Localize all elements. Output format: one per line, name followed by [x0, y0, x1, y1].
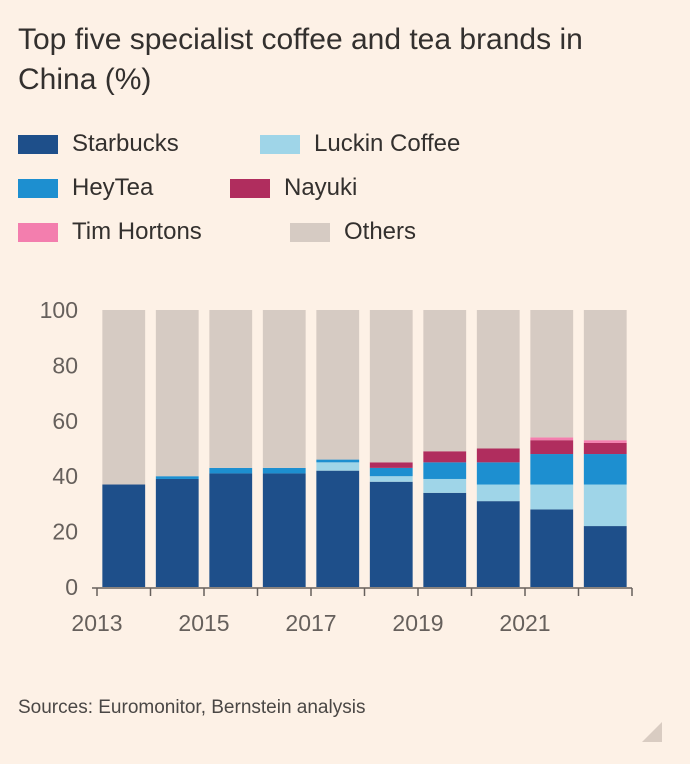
legend-swatch-others — [290, 222, 330, 242]
bar-segment-others-2022 — [583, 310, 627, 441]
y-tick-label: 20 — [52, 519, 78, 545]
bar-segment-tim-hortons-2022 — [583, 440, 627, 443]
legend-item-nayuki: Nayuki — [230, 170, 357, 206]
legend-item-starbucks: Starbucks — [18, 126, 179, 162]
stacked-bar-chart: 0 20 40 60 80 100 2013 2015 2017 2019 2021 — [40, 297, 633, 636]
bar-segment-others-2016 — [262, 310, 306, 468]
y-tick-label: 40 — [52, 463, 78, 489]
x-tick-label: 2013 — [71, 610, 122, 636]
y-tick-label: 60 — [52, 408, 78, 434]
bar-segment-others-2013 — [102, 310, 146, 485]
bar-segment-others-2015 — [209, 310, 253, 468]
bar-segment-others-2019 — [423, 310, 467, 452]
bar-segment-heytea-2017 — [316, 459, 360, 463]
legend-label: Others — [344, 218, 417, 245]
x-tick-label: 2015 — [178, 610, 229, 636]
bar-segment-tim-hortons-2021 — [530, 437, 574, 441]
bar-segment-nayuki-2018 — [369, 462, 413, 468]
bar-segment-luckin-coffee-2021 — [530, 484, 574, 510]
bar-segment-nayuki-2022 — [583, 442, 627, 455]
bar-segment-heytea-2014 — [155, 476, 199, 479]
bar-segment-luckin-coffee-2020 — [476, 484, 520, 502]
legend-item-heytea: HeyTea — [18, 170, 153, 206]
bar-segment-nayuki-2021 — [530, 440, 574, 455]
x-tick-label: 2017 — [285, 610, 336, 636]
legend-swatch-luckin-coffee — [260, 134, 300, 154]
bar-segment-others-2020 — [476, 310, 520, 449]
bar-segment-luckin-coffee-2017 — [316, 462, 360, 471]
resize-corner-icon — [642, 722, 662, 742]
bar-segment-heytea-2021 — [530, 454, 574, 485]
bar-segment-starbucks-2019 — [423, 492, 467, 587]
bar-segment-heytea-2018 — [369, 467, 413, 477]
legend-item-tim-hortons: Tim Hortons — [18, 214, 202, 250]
legend-swatch-heytea — [18, 178, 58, 198]
bar-segment-starbucks-2015 — [209, 473, 253, 587]
bar-segment-starbucks-2022 — [583, 526, 627, 587]
bar-segment-luckin-coffee-2019 — [423, 478, 467, 493]
legend-swatch-tim-hortons — [18, 222, 58, 242]
y-tick-label: 100 — [40, 297, 78, 323]
bar-segment-starbucks-2020 — [476, 501, 520, 587]
bar-segment-heytea-2022 — [583, 454, 627, 485]
legend-swatch-nayuki — [230, 178, 270, 198]
legend-item-luckin-coffee: Luckin Coffee — [260, 126, 460, 162]
bar-segment-nayuki-2020 — [476, 448, 520, 463]
bar-segment-heytea-2016 — [262, 467, 306, 474]
bar-segment-nayuki-2019 — [423, 451, 467, 463]
bar-segment-starbucks-2014 — [155, 478, 199, 587]
bar-segment-others-2017 — [316, 310, 360, 460]
y-tick-label: 80 — [52, 352, 78, 378]
bar-segment-others-2014 — [155, 310, 199, 477]
legend-label: Starbucks — [72, 130, 179, 157]
chart-title: Top five specialist coffee and tea brand… — [18, 23, 583, 96]
source-note: Sources: Euromonitor, Bernstein analysis — [18, 697, 366, 718]
y-tick-label: 0 — [65, 574, 78, 600]
bar-segment-others-2021 — [530, 310, 574, 438]
legend-label: Luckin Coffee — [314, 130, 461, 157]
bar-segment-luckin-coffee-2022 — [583, 484, 627, 527]
bar-segment-luckin-coffee-2018 — [369, 476, 413, 482]
bar-segment-starbucks-2013 — [102, 484, 146, 587]
bar-segment-heytea-2020 — [476, 462, 520, 485]
legend-item-others: Others — [290, 214, 416, 250]
x-tick-label: 2021 — [499, 610, 550, 636]
bar-segment-starbucks-2016 — [262, 473, 306, 587]
bar-segment-starbucks-2017 — [316, 470, 360, 587]
bar-segment-others-2018 — [369, 310, 413, 463]
bar-segment-starbucks-2018 — [369, 481, 413, 587]
legend-label: Nayuki — [284, 174, 358, 201]
legend-label: Tim Hortons — [72, 218, 202, 245]
x-tick-label: 2019 — [392, 610, 443, 636]
bar-segment-starbucks-2021 — [530, 509, 574, 587]
bar-segment-heytea-2019 — [423, 462, 467, 479]
bar-segment-heytea-2015 — [209, 467, 253, 474]
legend-swatch-starbucks — [18, 134, 58, 154]
legend-label: HeyTea — [72, 174, 154, 201]
